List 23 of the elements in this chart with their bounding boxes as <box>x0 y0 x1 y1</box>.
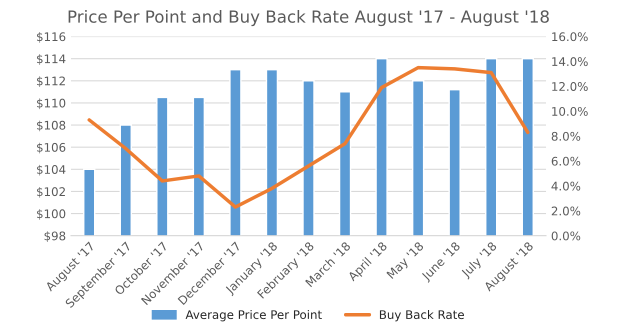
y2-tick-label: 16.0% <box>552 32 588 42</box>
y-tick-label: $108 <box>37 120 66 132</box>
y-tick-label: $100 <box>37 209 66 220</box>
line-series <box>87 66 530 209</box>
legend-label: Average Price Per Point <box>186 310 322 322</box>
y2-tick-label: 4.0% <box>551 182 580 191</box>
y2-tick-label: 2.0% <box>552 206 580 216</box>
chart-title: Price Per Point and Buy Back Rate August '17 - August '18 <box>68 10 549 26</box>
y2-tick-label: 8.0% <box>552 132 580 141</box>
y-tick-label: $112 <box>37 76 65 88</box>
y2-tick-label: 14.0% <box>552 57 588 66</box>
y2-tick-label: 6.0% <box>552 156 580 166</box>
y2-tick-label: 0.0% <box>552 231 580 240</box>
y-tick-label: $98 <box>44 231 66 242</box>
y-tick-label: $102 <box>37 186 65 198</box>
y-tick-label: $104 <box>37 164 66 176</box>
legend-label: Buy Back Rate <box>380 310 464 322</box>
y-tick-label: $106 <box>37 142 66 154</box>
y2-tick-label: 10.0% <box>552 106 588 116</box>
y-tick-label: $110 <box>37 98 66 110</box>
y-tick-label: $114 <box>37 54 66 65</box>
y2-tick-label: 12.0% <box>552 82 588 91</box>
y-tick-label: $116 <box>37 32 66 43</box>
